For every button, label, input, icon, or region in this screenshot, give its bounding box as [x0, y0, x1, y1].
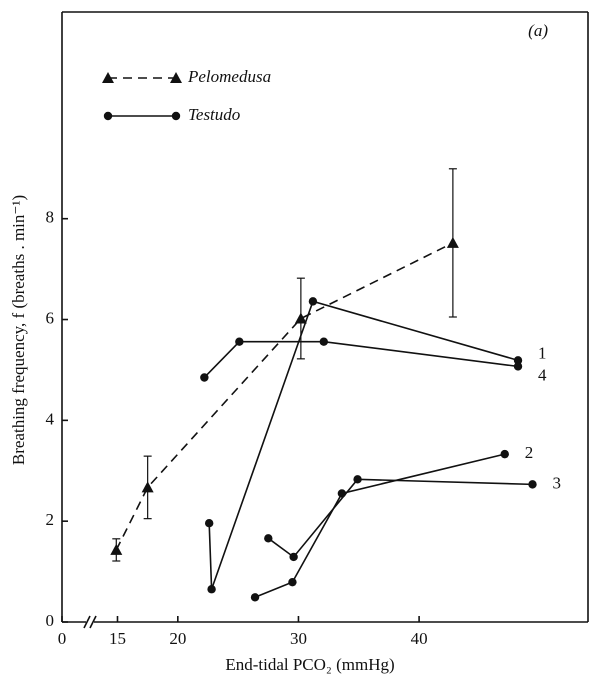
axis-break-gap — [86, 618, 94, 626]
circle-marker — [200, 373, 209, 382]
circle-marker — [513, 356, 523, 365]
triangle-marker — [294, 312, 307, 324]
y-tick-label: 6 — [46, 308, 55, 327]
circle-marker — [308, 297, 318, 306]
circle-marker — [171, 111, 181, 121]
circle-marker — [528, 480, 537, 489]
triangle-marker — [141, 481, 154, 493]
series-line — [254, 453, 505, 599]
series-line — [203, 340, 519, 379]
y-tick-label: 0 — [46, 611, 55, 630]
x-tick-label: 15 — [109, 629, 126, 648]
line-label: 4 — [538, 365, 547, 384]
series-line — [208, 300, 519, 590]
triangle-marker — [446, 236, 459, 248]
triangle-marker — [110, 543, 123, 555]
circle-marker — [250, 593, 260, 602]
x-tick-label: 20 — [169, 629, 186, 648]
circle-marker — [288, 577, 297, 587]
circle-marker — [103, 111, 113, 121]
legend-label: Pelomedusa — [187, 67, 271, 86]
circle-marker — [500, 449, 509, 459]
triangle-marker — [170, 72, 182, 83]
line-label: 3 — [553, 473, 562, 492]
circle-marker — [319, 337, 328, 346]
circle-marker — [204, 518, 214, 528]
circle-marker — [235, 337, 244, 346]
series-line — [267, 478, 533, 559]
axis-break — [83, 615, 91, 629]
x-tick-label: 0 — [58, 629, 67, 648]
series-line — [115, 242, 454, 551]
circle-marker — [289, 552, 298, 562]
y-tick-label: 2 — [46, 510, 55, 529]
x-axis-label: End-tidal PCO₂ (mmHg) — [225, 655, 394, 674]
y-axis-label: Breathing frequency, f (breaths . min⁻¹) — [9, 195, 28, 465]
x-tick-label: 30 — [290, 629, 307, 648]
circle-marker — [264, 534, 273, 543]
circle-marker — [337, 489, 347, 498]
panel-label: (a) — [528, 21, 548, 40]
triangle-marker — [102, 72, 114, 83]
line-label: 2 — [525, 443, 534, 462]
circle-marker — [207, 585, 216, 594]
x-tick-label: 40 — [411, 629, 428, 648]
y-tick-label: 4 — [46, 409, 55, 428]
circle-marker — [353, 475, 362, 484]
legend-label: Testudo — [188, 105, 240, 124]
circle-marker — [513, 362, 523, 371]
axis-break — [89, 615, 97, 629]
y-tick-label: 8 — [46, 208, 55, 227]
line-label: 1 — [538, 343, 547, 362]
